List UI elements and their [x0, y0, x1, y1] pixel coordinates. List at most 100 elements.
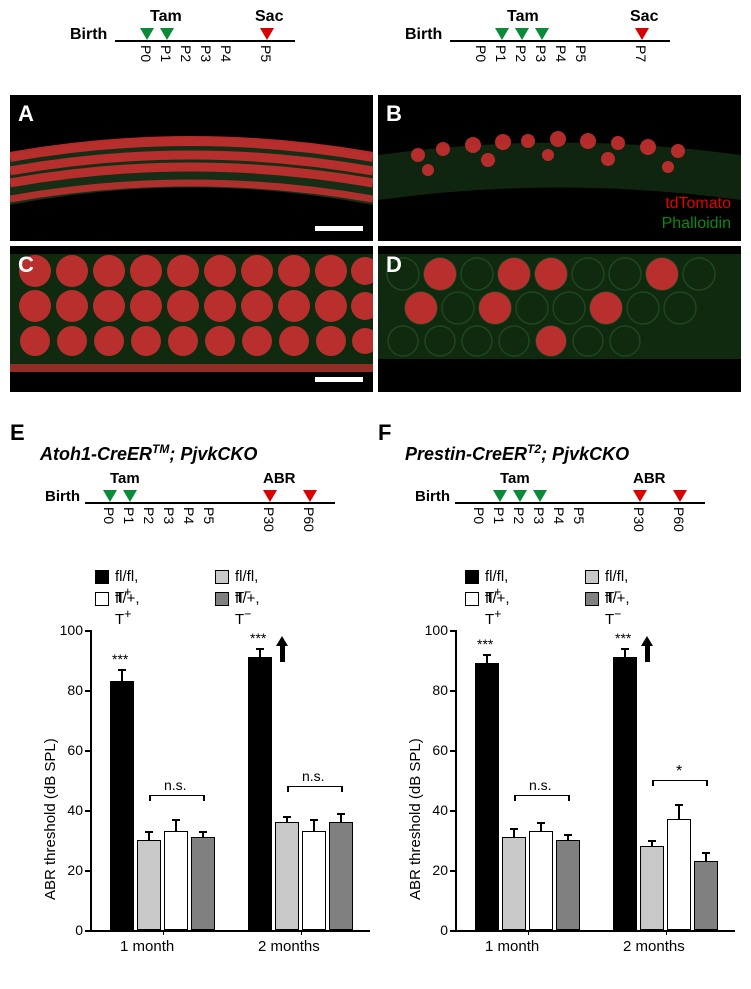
- tam-triangle-icon: [123, 490, 137, 502]
- error-bar: [175, 819, 177, 831]
- y-axis: [90, 630, 92, 930]
- sac-triangle-icon: [260, 28, 274, 40]
- x-group-label: 2 months: [258, 938, 320, 955]
- bar: [694, 861, 718, 930]
- micrograph-d: D: [378, 246, 741, 392]
- tick-p2: P2: [513, 45, 529, 62]
- timeline-axis: [450, 40, 670, 42]
- bar: [475, 663, 499, 930]
- legend-swatch-darkgrey: [585, 592, 599, 606]
- panel-letter-f: F: [378, 420, 391, 446]
- timeline-e: Birth Tam ABR P0 P1 P2 P3 P4 P5 P30 P60: [45, 470, 365, 550]
- sig-stars: ***: [615, 630, 631, 646]
- x-tick: [528, 930, 530, 935]
- error-cap: [256, 648, 264, 650]
- sig-ns: n.s.: [529, 777, 552, 793]
- error-cap: [702, 852, 710, 854]
- tick-p5: P5: [571, 507, 587, 524]
- title-sup: TM: [152, 442, 169, 456]
- x-group-label: 2 months: [623, 938, 685, 955]
- y-tick-label: 100: [420, 622, 448, 638]
- bar: [613, 657, 637, 930]
- tam-triangle-icon: [493, 490, 507, 502]
- tick-p1: P1: [493, 45, 509, 62]
- sig-star: *: [676, 763, 682, 781]
- x-tick: [163, 930, 165, 935]
- panel-letter-b: B: [386, 101, 402, 127]
- y-axis-label: ABR threshold (dB SPL): [42, 738, 59, 900]
- error-bar: [313, 819, 315, 831]
- y-tick-label: 80: [55, 682, 83, 698]
- abr-label: ABR: [263, 470, 296, 487]
- tam-triangle-icon: [515, 28, 529, 40]
- title-post: ; PjvkCKO: [541, 444, 629, 464]
- bar: [110, 681, 134, 930]
- y-tick-label: 60: [420, 742, 448, 758]
- sig-bracket-leg: [341, 786, 343, 792]
- error-cap: [199, 831, 207, 833]
- chart-f: 020406080100ABR threshold (dB SPL)1 mont…: [395, 620, 735, 980]
- tick-p0: P0: [101, 507, 117, 524]
- timeline-axis: [85, 502, 335, 504]
- tam-triangle-icon: [533, 490, 547, 502]
- tick-p1: P1: [158, 45, 174, 62]
- legend-swatch-lightgrey: [585, 570, 599, 584]
- bar: [302, 831, 326, 930]
- tam-label: Tam: [110, 470, 140, 487]
- y-tick-label: 60: [55, 742, 83, 758]
- bar: [502, 837, 526, 930]
- tam-triangle-icon: [103, 490, 117, 502]
- y-tick: [450, 870, 455, 872]
- tick-p0: P0: [471, 507, 487, 524]
- sig-stars: ***: [250, 630, 266, 646]
- legend-swatch-white: [95, 592, 109, 606]
- tick-p0: P0: [473, 45, 489, 62]
- tam-triangle-icon: [535, 28, 549, 40]
- tick-p2: P2: [178, 45, 194, 62]
- sig-bracket-leg: [203, 795, 205, 801]
- bar: [556, 840, 580, 930]
- tick-p7: P7: [633, 45, 649, 62]
- tick-p3: P3: [161, 507, 177, 524]
- y-tick: [450, 690, 455, 692]
- tick-p3: P3: [198, 45, 214, 62]
- birth-label: Birth: [70, 26, 107, 44]
- tick-p5: P5: [258, 45, 274, 62]
- sig-bracket-leg: [706, 780, 708, 786]
- micrograph-a-svg: [10, 95, 373, 241]
- error-cap: [537, 822, 545, 824]
- x-tick: [666, 930, 668, 935]
- scalebar-c: [315, 377, 363, 382]
- abr-triangle-icon: [633, 490, 647, 502]
- bar: [329, 822, 353, 930]
- timeline-axis: [455, 502, 705, 504]
- error-cap: [564, 834, 572, 836]
- tick-p0: P0: [138, 45, 154, 62]
- micrograph-b: B tdTomato Phalloidin: [378, 95, 741, 241]
- tick-p4: P4: [551, 507, 567, 524]
- tick-p3: P3: [533, 45, 549, 62]
- arrow-up-icon: [276, 636, 288, 662]
- sig-ns: n.s.: [302, 768, 325, 784]
- error-cap: [118, 669, 126, 671]
- bar: [640, 846, 664, 930]
- tick-p30: P30: [631, 507, 647, 532]
- tick-p30: P30: [261, 507, 277, 532]
- y-tick: [85, 810, 90, 812]
- birth-label: Birth: [415, 488, 450, 505]
- micrograph-d-svg: [378, 246, 741, 392]
- tick-p60: P60: [671, 507, 687, 532]
- y-tick-label: 20: [420, 862, 448, 878]
- timeline-a: Birth Tam Sac P0 P1 P2 P3 P4 P5: [60, 8, 340, 88]
- bar: [275, 822, 299, 930]
- y-tick-label: 0: [420, 922, 448, 938]
- bar: [529, 831, 553, 930]
- error-bar: [121, 669, 123, 681]
- sig-bracket-leg: [652, 780, 654, 786]
- phalloidin-label: Phalloidin: [662, 215, 731, 233]
- y-tick-label: 100: [55, 622, 83, 638]
- x-axis: [455, 930, 735, 932]
- bar: [164, 831, 188, 930]
- chart-e: 020406080100ABR threshold (dB SPL)1 mont…: [30, 620, 370, 980]
- y-tick: [85, 690, 90, 692]
